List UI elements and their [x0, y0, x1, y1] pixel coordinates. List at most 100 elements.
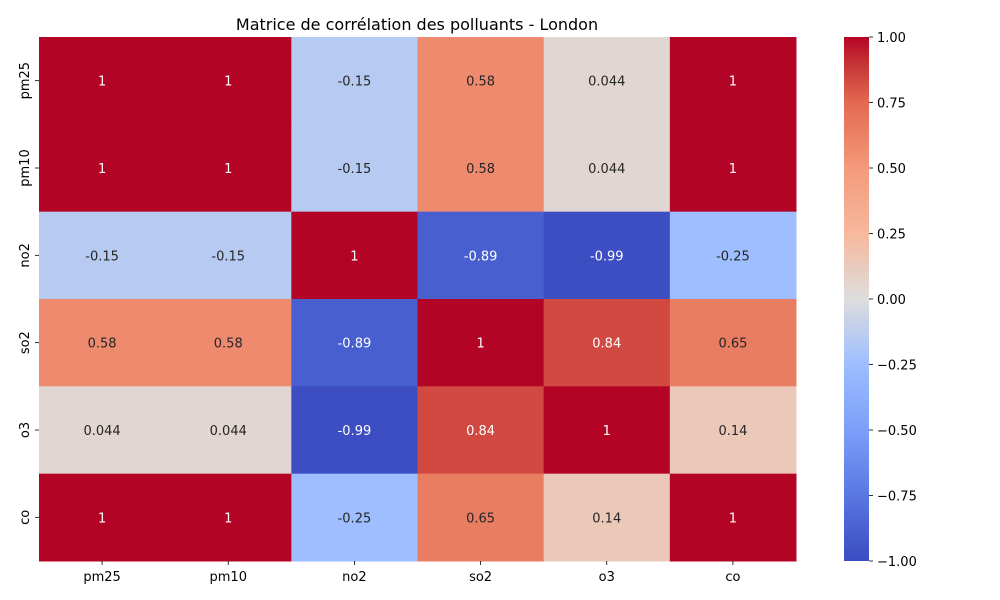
cell-annotation: -0.89	[464, 249, 498, 264]
heatmap-cell	[39, 473, 166, 562]
x-tick-label: no2	[342, 570, 366, 585]
cell-annotation: 1	[224, 511, 232, 526]
heatmap-cell	[669, 211, 797, 300]
heatmap-cell	[39, 299, 166, 387]
cell-annotation: 1	[729, 162, 737, 177]
cell-annotation: -0.89	[338, 337, 372, 352]
cell-annotation: 0.84	[592, 337, 621, 352]
colorbar-tick-label: 0.25	[877, 228, 906, 243]
heatmap-cell	[39, 124, 166, 213]
cell-annotation: 1	[350, 249, 358, 264]
heatmap-cell	[417, 211, 545, 300]
colorbar-gradient	[844, 37, 869, 561]
heatmap-annotations: 1 1 -0.15 0.58 0.044 1 1 1 -0.15 0.58 0.044 1 -0.15 -…	[83, 75, 749, 527]
heatmap-cell	[165, 37, 292, 125]
x-tick-label: pm10	[210, 570, 247, 585]
heatmap-cell	[291, 124, 418, 213]
heatmap-cell	[165, 124, 292, 213]
chart-title: Matrice de corrélation des polluants - L…	[236, 15, 598, 34]
heatmap-cell	[165, 211, 292, 300]
heatmap-cell	[543, 386, 671, 475]
cell-annotation: 0.65	[718, 337, 747, 352]
heatmap-cell	[417, 473, 545, 562]
colorbar-tick-label: 1.00	[877, 31, 906, 46]
y-axis: pm25 pm10 no2 so2 o3 co	[18, 62, 39, 525]
cell-annotation: 1	[603, 424, 611, 439]
heatmap-cell	[165, 473, 292, 562]
colorbar: 1.00 0.75 0.50 0.25 0.00 −0.25 −0.50 −0.75 −1.00	[844, 31, 917, 570]
heatmap-cell	[543, 211, 671, 300]
y-tick-label: pm10	[18, 149, 33, 186]
cell-annotation: 1	[98, 75, 106, 90]
cell-annotation: 0.14	[718, 424, 747, 439]
cell-annotation: 0.58	[214, 337, 243, 352]
cell-annotation: 0.58	[88, 337, 117, 352]
colorbar-tick-label: −1.00	[877, 555, 917, 570]
cell-annotation: -0.15	[85, 249, 119, 264]
heatmap-cell	[39, 386, 166, 475]
cell-annotation: 1	[729, 511, 737, 526]
colorbar-tick-label: −0.25	[877, 359, 917, 374]
cell-annotation: 0.65	[466, 511, 495, 526]
heatmap-cell	[417, 124, 545, 213]
heatmap-cell	[543, 299, 671, 387]
cell-annotation: 0.84	[466, 424, 495, 439]
y-tick-label: so2	[18, 331, 33, 354]
y-tick-label: o3	[18, 422, 33, 438]
y-tick-label: no2	[18, 243, 33, 267]
cell-annotation: -0.25	[716, 249, 750, 264]
cell-annotation: 1	[224, 75, 232, 90]
cell-annotation: 1	[224, 162, 232, 177]
heatmap-cell	[291, 299, 418, 387]
heatmap-cell	[543, 37, 671, 125]
colorbar-tick-label: −0.75	[877, 490, 917, 505]
cell-annotation: -0.25	[338, 511, 372, 526]
heatmap-cell	[291, 211, 418, 300]
colorbar-tick-label: 0.00	[877, 293, 906, 308]
heatmap-cell	[669, 37, 797, 125]
cell-annotation: 0.044	[588, 162, 625, 177]
heatmap-cell	[39, 37, 166, 125]
heatmap-cell	[39, 211, 166, 300]
cell-annotation: 0.044	[210, 424, 247, 439]
cell-annotation: 1	[729, 75, 737, 90]
cell-annotation: 1	[98, 511, 106, 526]
colorbar-tick-label: 0.75	[877, 97, 906, 112]
heatmap-cell	[291, 386, 418, 475]
cell-annotation: -0.99	[590, 249, 624, 264]
x-tick-label: so2	[469, 570, 492, 585]
heatmap-cell	[165, 386, 292, 475]
cell-annotation: 0.58	[466, 75, 495, 90]
cell-annotation: 1	[98, 162, 106, 177]
colorbar-tick-label: −0.50	[877, 424, 917, 439]
heatmap-cell	[543, 124, 671, 213]
cell-annotation: 0.58	[466, 162, 495, 177]
heatmap-cell	[543, 473, 671, 562]
x-tick-label: o3	[599, 570, 615, 585]
cell-annotation: -0.99	[338, 424, 372, 439]
y-tick-label: pm25	[18, 62, 33, 99]
cell-annotation: 0.044	[83, 424, 120, 439]
colorbar-tick-label: 0.50	[877, 162, 906, 177]
x-tick-label: pm25	[83, 570, 120, 585]
x-axis: pm25 pm10 no2 so2 o3 co	[83, 561, 741, 585]
heatmap-cell	[669, 299, 797, 387]
heatmap-cell	[417, 299, 545, 387]
cell-annotation: 0.044	[588, 75, 625, 90]
cell-annotation: 1	[476, 337, 484, 352]
heatmap-cell	[417, 386, 545, 475]
heatmap-cell	[165, 299, 292, 387]
cell-annotation: -0.15	[338, 162, 372, 177]
heatmap-cell	[417, 37, 545, 125]
y-tick-label: co	[18, 510, 33, 525]
heatmap-cell	[669, 473, 797, 562]
cell-annotation: -0.15	[211, 249, 245, 264]
cell-annotation: 0.14	[592, 511, 621, 526]
heatmap-cell	[669, 124, 797, 213]
heatmap-cell	[291, 37, 418, 125]
heatmap-cells	[39, 37, 797, 562]
heatmap-cell	[669, 386, 797, 475]
x-tick-label: co	[725, 570, 740, 585]
cell-annotation: -0.15	[338, 75, 372, 90]
